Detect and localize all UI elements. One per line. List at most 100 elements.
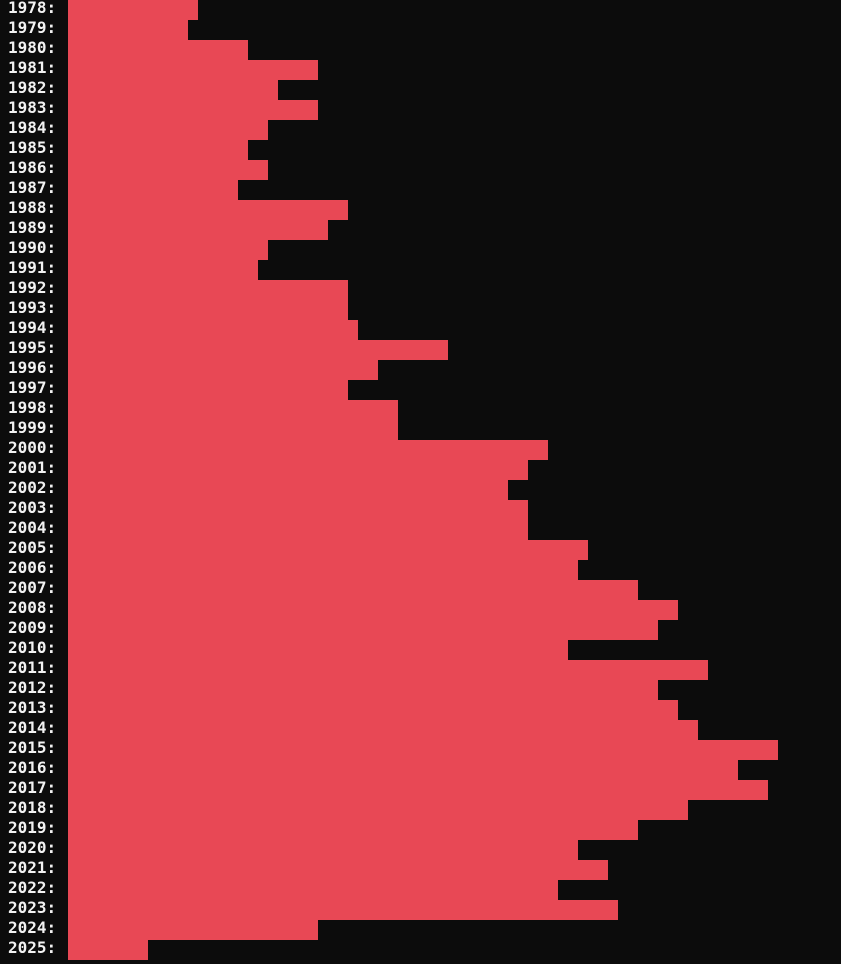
bar-row: 2023: [0, 900, 841, 920]
bar [68, 320, 358, 340]
bar [68, 780, 768, 800]
bar-row: 2021: [0, 860, 841, 880]
y-tick-label: 2001: [8, 458, 57, 477]
y-tick-label: 1996: [8, 358, 57, 377]
bar [68, 200, 348, 220]
bar [68, 580, 638, 600]
bar-row: 1994: [0, 320, 841, 340]
bar [68, 220, 328, 240]
bar-row: 1990: [0, 240, 841, 260]
bar-row: 1998: [0, 400, 841, 420]
bar-row: 2015: [0, 740, 841, 760]
y-tick-label: 2019: [8, 818, 57, 837]
y-tick-label: 1998: [8, 398, 57, 417]
y-tick-label: 1985: [8, 138, 57, 157]
y-tick-label: 2015: [8, 738, 57, 757]
bar [68, 300, 348, 320]
bar-row: 2002: [0, 480, 841, 500]
bar-row: 2011: [0, 660, 841, 680]
y-tick-label: 2005: [8, 538, 57, 557]
y-tick-label: 1979: [8, 18, 57, 37]
bar-row: 1979: [0, 20, 841, 40]
bar-row: 1996: [0, 360, 841, 380]
bar [68, 480, 508, 500]
bar-row: 1989: [0, 220, 841, 240]
bar-row: 2007: [0, 580, 841, 600]
bar [68, 860, 608, 880]
bar-row: 2008: [0, 600, 841, 620]
bar [68, 100, 318, 120]
bar-row: 2012: [0, 680, 841, 700]
bar-row: 1999: [0, 420, 841, 440]
bar-row: 2003: [0, 500, 841, 520]
y-tick-label: 1994: [8, 318, 57, 337]
y-tick-label: 1993: [8, 298, 57, 317]
y-tick-label: 2014: [8, 718, 57, 737]
y-tick-label: 2020: [8, 838, 57, 857]
y-tick-label: 2021: [8, 858, 57, 877]
bar [68, 520, 528, 540]
bar-row: 2020: [0, 840, 841, 860]
bar [68, 500, 528, 520]
bar [68, 600, 678, 620]
bar [68, 880, 558, 900]
bar [68, 760, 738, 780]
y-tick-label: 1989: [8, 218, 57, 237]
y-tick-label: 2002: [8, 478, 57, 497]
bar [68, 0, 198, 20]
bar [68, 180, 238, 200]
bar [68, 540, 588, 560]
bar-row: 2004: [0, 520, 841, 540]
bar-row: 2016: [0, 760, 841, 780]
bar [68, 640, 568, 660]
bar-row: 1992: [0, 280, 841, 300]
bar [68, 420, 398, 440]
bar-row: 2025: [0, 940, 841, 960]
bar-row: 1984: [0, 120, 841, 140]
y-tick-label: 1987: [8, 178, 57, 197]
bar-row: 2018: [0, 800, 841, 820]
bar [68, 160, 268, 180]
bar-row: 2005: [0, 540, 841, 560]
bar-row: 1995: [0, 340, 841, 360]
bar [68, 680, 658, 700]
bar-row: 2014: [0, 720, 841, 740]
bar [68, 260, 258, 280]
bar [68, 720, 698, 740]
y-tick-label: 2008: [8, 598, 57, 617]
bar [68, 700, 678, 720]
bar-row: 2019: [0, 820, 841, 840]
y-tick-label: 2023: [8, 898, 57, 917]
bar-row: 1982: [0, 80, 841, 100]
bar-row: 1985: [0, 140, 841, 160]
y-tick-label: 1988: [8, 198, 57, 217]
bar [68, 340, 448, 360]
bar-row: 1993: [0, 300, 841, 320]
y-tick-label: 1980: [8, 38, 57, 57]
bar-row: 1988: [0, 200, 841, 220]
bar-row: 2001: [0, 460, 841, 480]
y-tick-label: 2017: [8, 778, 57, 797]
bar [68, 920, 318, 940]
bar-row: 1987: [0, 180, 841, 200]
bar-row: 2024: [0, 920, 841, 940]
y-tick-label: 2004: [8, 518, 57, 537]
y-tick-label: 1991: [8, 258, 57, 277]
bar [68, 460, 528, 480]
y-tick-label: 2009: [8, 618, 57, 637]
bar [68, 400, 398, 420]
bar [68, 20, 188, 40]
bar [68, 240, 268, 260]
y-tick-label: 2024: [8, 918, 57, 937]
bar-row: 2006: [0, 560, 841, 580]
bar [68, 900, 618, 920]
bar [68, 40, 248, 60]
y-tick-label: 2003: [8, 498, 57, 517]
bar-row: 2000: [0, 440, 841, 460]
y-tick-label: 2000: [8, 438, 57, 457]
y-tick-label: 1983: [8, 98, 57, 117]
bar [68, 840, 578, 860]
bar-row: 1997: [0, 380, 841, 400]
bar [68, 80, 278, 100]
